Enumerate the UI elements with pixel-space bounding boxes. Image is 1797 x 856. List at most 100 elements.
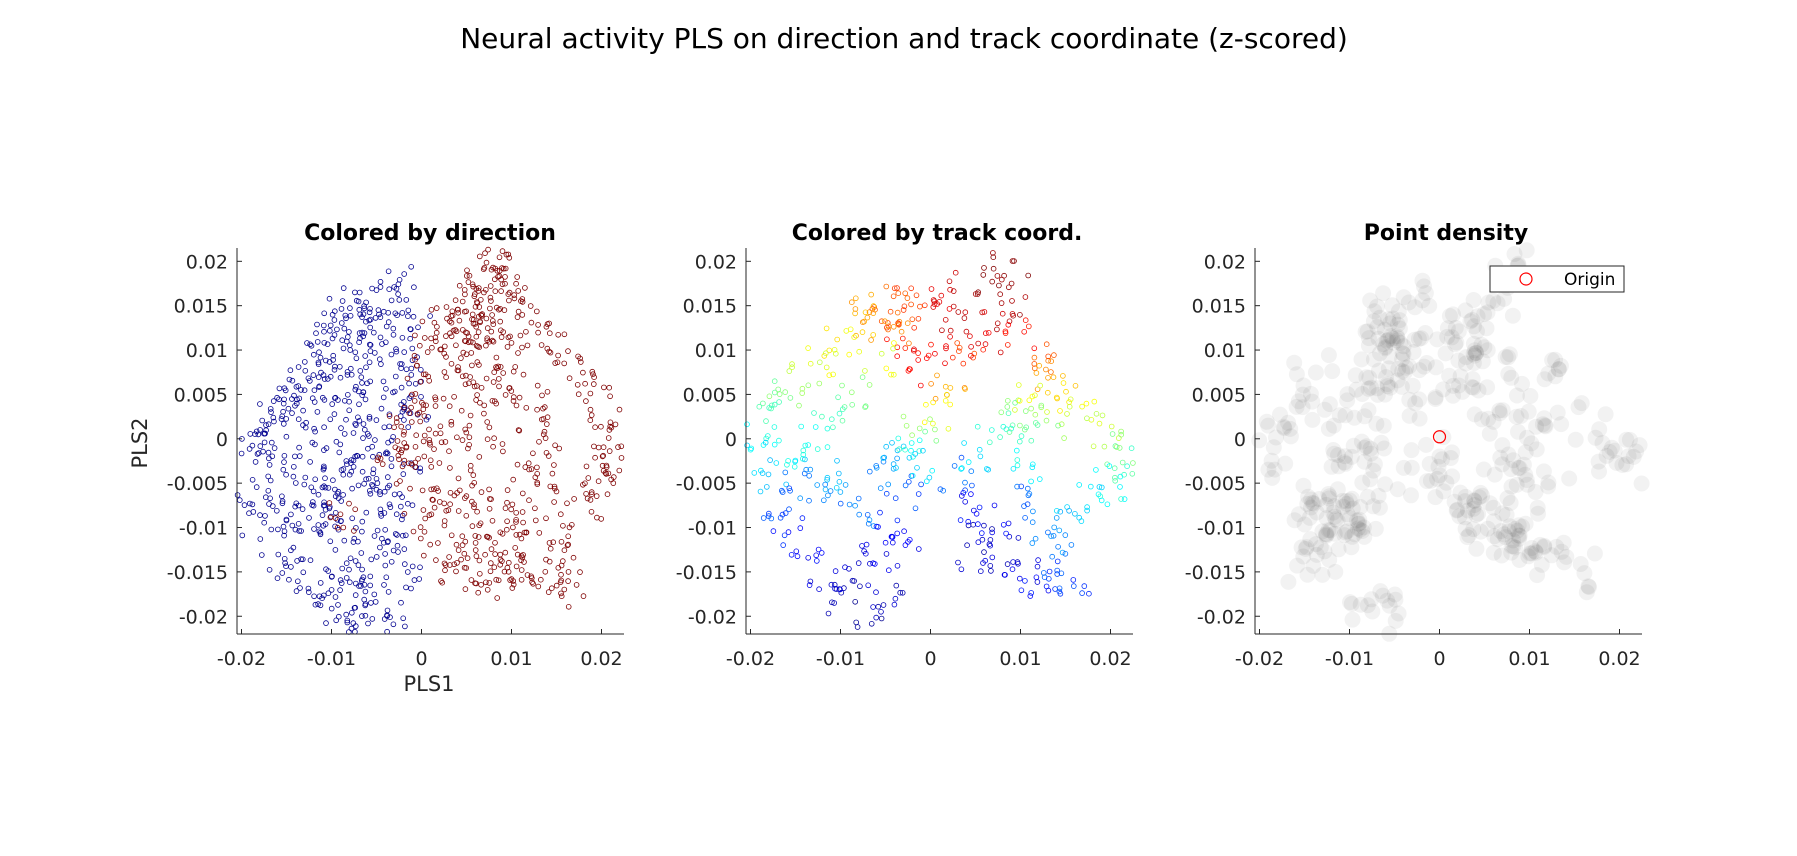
data-point	[280, 466, 287, 473]
data-point	[1058, 421, 1065, 428]
data-point	[497, 529, 504, 536]
data-point	[551, 485, 558, 492]
data-point	[828, 416, 835, 423]
data-point	[357, 368, 364, 374]
density-point	[1439, 320, 1456, 337]
data-point	[448, 532, 455, 539]
density-point	[1377, 340, 1394, 357]
density-point	[1452, 368, 1469, 385]
density-point	[1628, 443, 1645, 460]
data-point	[947, 333, 953, 340]
data-point	[523, 328, 529, 335]
data-point	[815, 546, 822, 553]
panel-point-density: Point density -0.02 -0.01 0 0.01 0.02-0.02-0…	[1185, 221, 1650, 670]
data-point	[577, 569, 583, 575]
data-point	[618, 443, 625, 450]
data-point	[981, 265, 987, 271]
data-point	[321, 310, 328, 317]
data-point	[393, 285, 400, 292]
data-point	[317, 580, 324, 586]
data-point	[288, 564, 294, 570]
density-point	[1441, 308, 1458, 324]
data-point	[884, 336, 890, 343]
data-point	[916, 448, 923, 454]
density-point	[1438, 474, 1455, 491]
density-point	[1547, 351, 1564, 368]
data-point	[290, 473, 297, 480]
data-point	[435, 540, 441, 546]
density-point	[1447, 319, 1464, 336]
density-point	[1377, 339, 1394, 356]
data-point	[806, 497, 812, 504]
data-point	[793, 548, 800, 555]
data-point	[314, 339, 321, 345]
density-point	[1603, 439, 1620, 456]
data-point	[431, 446, 437, 452]
data-point	[493, 364, 499, 370]
data-point	[356, 583, 362, 589]
data-point	[326, 295, 333, 302]
data-point	[391, 491, 398, 498]
density-point	[1518, 472, 1535, 488]
density-point	[1363, 591, 1380, 608]
data-point	[538, 342, 545, 348]
data-point	[946, 278, 953, 285]
data-point	[968, 491, 974, 497]
data-point	[265, 487, 272, 494]
data-point	[968, 468, 975, 475]
data-point	[406, 380, 412, 387]
y-tick-label: 0.01	[695, 340, 737, 362]
data-point	[358, 583, 364, 589]
density-point	[1417, 325, 1434, 341]
density-point	[1633, 475, 1650, 492]
data-point	[475, 589, 482, 596]
data-point	[447, 330, 453, 337]
data-point	[1032, 411, 1039, 418]
data-point	[900, 307, 907, 313]
data-point	[463, 512, 470, 519]
data-point	[355, 414, 361, 421]
data-point	[367, 342, 374, 348]
data-point	[932, 426, 938, 433]
data-point	[1078, 518, 1085, 524]
data-point	[534, 406, 540, 413]
density-point	[1522, 388, 1539, 404]
data-point	[980, 272, 987, 278]
density-point	[1479, 379, 1496, 396]
data-point	[478, 384, 485, 391]
data-point	[382, 526, 389, 533]
data-point	[311, 387, 318, 394]
data-point	[283, 516, 290, 523]
data-point	[950, 303, 957, 310]
axes: -0.02 -0.01 0 0.01 0.02-0.02-0.015-0.01-0.00…	[1185, 248, 1642, 670]
data-point	[297, 585, 303, 591]
data-point	[361, 330, 368, 336]
data-point	[446, 554, 452, 560]
data-point	[777, 514, 784, 521]
data-point	[1061, 435, 1067, 441]
density-point	[1266, 461, 1283, 478]
density-point	[1435, 483, 1452, 500]
data-point	[337, 511, 344, 518]
data-point	[587, 390, 594, 397]
data-point	[475, 329, 482, 335]
data-point	[868, 337, 874, 343]
data-point	[1045, 357, 1051, 364]
data-point	[305, 589, 312, 595]
density-point	[1366, 303, 1383, 320]
data-point	[773, 460, 780, 466]
data-point	[390, 325, 397, 332]
data-point	[1001, 571, 1008, 578]
data-point	[975, 340, 981, 347]
data-point	[1032, 535, 1039, 542]
data-point	[959, 465, 965, 471]
data-point	[335, 488, 342, 495]
data-point	[917, 303, 923, 310]
density-point	[1346, 526, 1363, 543]
data-point	[506, 297, 512, 304]
data-point	[503, 251, 510, 258]
data-point	[332, 547, 339, 553]
density-point	[1324, 363, 1341, 380]
density-point	[1614, 457, 1631, 473]
data-point	[506, 385, 513, 391]
